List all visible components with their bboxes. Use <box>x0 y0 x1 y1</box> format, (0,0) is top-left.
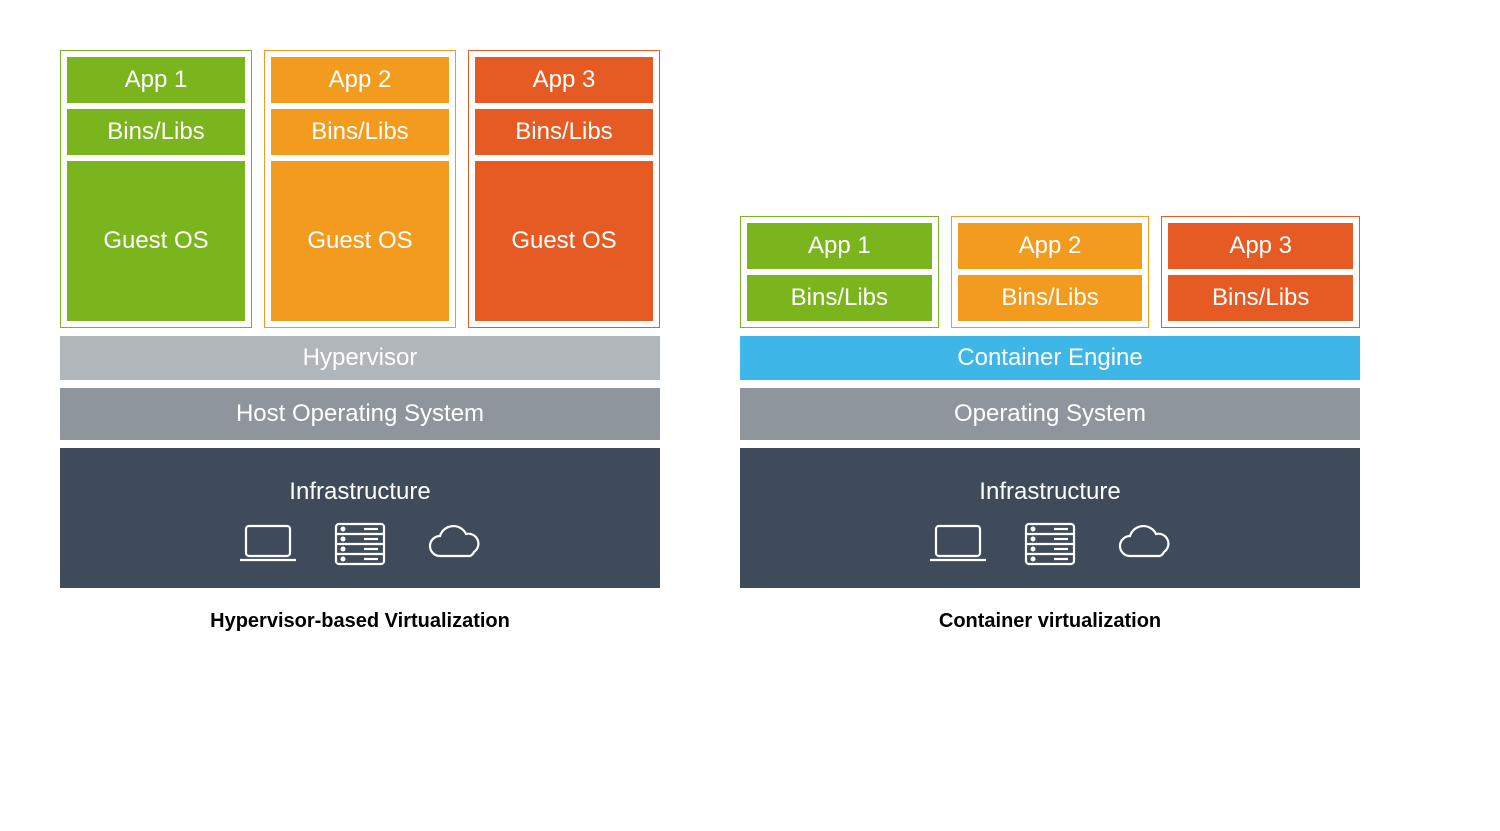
layer-label: Operating System <box>954 400 1146 428</box>
vm-column-2: App 2 Bins/Libs Guest OS <box>264 50 456 328</box>
layer-hypervisor: Hypervisor <box>60 336 660 380</box>
vm-bins-block: Bins/Libs <box>475 109 653 155</box>
right-caption: Container virtualization <box>740 610 1360 633</box>
layer-operating-system: Operating System <box>740 388 1360 440</box>
container-bins-block: Bins/Libs <box>747 275 932 321</box>
layer-label: Infrastructure <box>289 478 430 506</box>
layer-label: Container Engine <box>957 344 1142 372</box>
layer-host-operating-system: Host Operating System <box>60 388 660 440</box>
layer-infrastructure: Infrastructure <box>60 448 660 588</box>
server-icon <box>1018 518 1082 568</box>
vm-app-block: App 1 <box>67 57 245 103</box>
infra-icon-row <box>926 518 1174 568</box>
vm-row: App 1 Bins/Libs Guest OS App 2 Bins/Libs Gues… <box>60 50 660 328</box>
infra-icon-row <box>236 518 484 568</box>
left-layers: Hypervisor Host Operating System Infrastru… <box>60 336 660 596</box>
container-column-1: App 1 Bins/Libs <box>740 216 939 328</box>
laptop-icon <box>236 518 300 568</box>
right-layers: Container Engine Operating System Infrastr… <box>740 336 1360 596</box>
layer-label: Infrastructure <box>979 478 1120 506</box>
cloud-icon <box>420 518 484 568</box>
vm-column-3: App 3 Bins/Libs Guest OS <box>468 50 660 328</box>
cloud-icon <box>1110 518 1174 568</box>
container-bins-block: Bins/Libs <box>1168 275 1353 321</box>
vm-guest-block: Guest OS <box>67 161 245 321</box>
vm-bins-block: Bins/Libs <box>67 109 245 155</box>
container-stack: App 1 Bins/Libs App 2 Bins/Libs App 3 Bins/Li… <box>740 216 1360 633</box>
laptop-icon <box>926 518 990 568</box>
layer-label: Hypervisor <box>303 344 418 372</box>
container-app-block: App 3 <box>1168 223 1353 269</box>
layer-container-engine: Container Engine <box>740 336 1360 380</box>
layer-label: Host Operating System <box>236 400 484 428</box>
container-bins-block: Bins/Libs <box>958 275 1143 321</box>
vm-app-block: App 3 <box>475 57 653 103</box>
container-row: App 1 Bins/Libs App 2 Bins/Libs App 3 Bins/Li… <box>740 216 1360 328</box>
vm-bins-block: Bins/Libs <box>271 109 449 155</box>
container-app-block: App 1 <box>747 223 932 269</box>
container-column-2: App 2 Bins/Libs <box>951 216 1150 328</box>
layer-infrastructure: Infrastructure <box>740 448 1360 588</box>
left-caption: Hypervisor-based Virtualization <box>60 610 660 633</box>
container-app-block: App 2 <box>958 223 1143 269</box>
hypervisor-stack: App 1 Bins/Libs Guest OS App 2 Bins/Libs Gues… <box>60 50 660 633</box>
vm-guest-block: Guest OS <box>475 161 653 321</box>
vm-app-block: App 2 <box>271 57 449 103</box>
container-column-3: App 3 Bins/Libs <box>1161 216 1360 328</box>
diagram-wrap: App 1 Bins/Libs Guest OS App 2 Bins/Libs Gues… <box>0 0 1500 633</box>
server-icon <box>328 518 392 568</box>
vm-column-1: App 1 Bins/Libs Guest OS <box>60 50 252 328</box>
vm-guest-block: Guest OS <box>271 161 449 321</box>
